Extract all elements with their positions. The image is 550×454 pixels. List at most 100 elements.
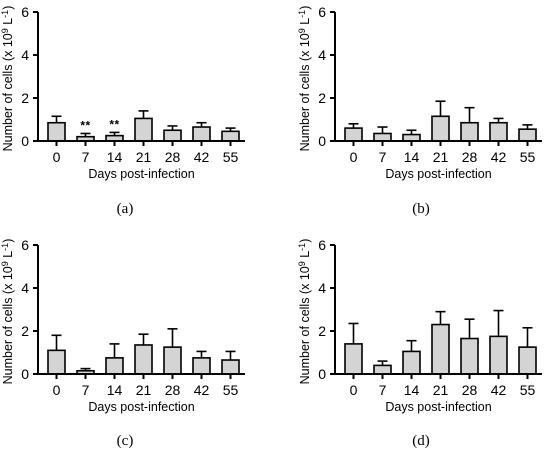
chart-panel-3: 0 7 14 21 28 42 55 0 2 4 6 Days post-infection Numbe… — [0, 237, 245, 449]
panel-label: (d) — [412, 433, 430, 449]
y-tick-label: 4 — [318, 47, 326, 63]
error-bar — [406, 339, 417, 352]
bar — [163, 129, 182, 142]
y-tick-label: 2 — [21, 90, 29, 106]
error-bar — [80, 367, 91, 371]
x-tick-label: 7 — [379, 382, 387, 398]
x-tick-label: 0 — [350, 149, 358, 165]
error-bar — [522, 326, 533, 348]
y-axis-title: Number of cells (x 109 L-1) — [0, 239, 15, 385]
y-axis-title: Number of cells (x 109 L-1) — [297, 6, 312, 152]
chart-panel-4: 0 7 14 21 28 42 55 0 2 4 6 Days post-infection Numbe… — [297, 237, 542, 449]
bar — [134, 344, 153, 375]
bar — [460, 337, 479, 375]
bar — [192, 126, 211, 142]
error-bar — [196, 121, 207, 128]
panel-label: (a) — [117, 201, 134, 217]
x-axis-title: Days post-infection — [385, 400, 491, 414]
x-tick-label: 28 — [462, 382, 478, 398]
significance-label: ** — [80, 118, 90, 132]
x-tick-label: 21 — [433, 149, 449, 165]
bar — [373, 364, 392, 375]
error-bar — [435, 100, 446, 117]
error-bar — [138, 333, 149, 345]
x-tick-label: 0 — [350, 382, 358, 398]
bar — [192, 357, 211, 375]
bar — [402, 350, 421, 375]
bar — [489, 121, 508, 142]
y-tick-label: 6 — [21, 237, 29, 253]
x-tick-label: 21 — [136, 382, 152, 398]
error-bar — [377, 126, 388, 134]
error-bar — [225, 350, 236, 361]
y-tick-label: 0 — [21, 366, 29, 382]
error-bar — [406, 129, 417, 135]
bar — [47, 121, 66, 142]
y-tick-label: 2 — [21, 323, 29, 339]
y-tick-label: 4 — [318, 280, 326, 296]
y-tick-label: 6 — [318, 237, 326, 253]
panel-label: (b) — [412, 201, 430, 217]
error-bar — [109, 131, 120, 136]
significance-label: ** — [109, 117, 119, 131]
x-tick-label: 21 — [136, 149, 152, 165]
bar — [431, 115, 450, 142]
bar — [489, 335, 508, 375]
bar — [344, 343, 363, 375]
error-bar — [225, 127, 236, 132]
bar — [221, 359, 240, 375]
error-bar — [377, 360, 388, 366]
x-tick-label: 55 — [223, 149, 239, 165]
x-axis-title: Days post-infection — [88, 167, 194, 181]
y-axis-title: Number of cells (x 109 L-1) — [0, 6, 15, 152]
x-tick-label: 0 — [53, 382, 61, 398]
x-tick-label: 14 — [404, 149, 420, 165]
chart-panel-1: 0 ** 7 ** 14 21 28 42 55 0 2 4 6 Days post-infection N… — [0, 4, 245, 217]
error-bar — [464, 106, 475, 123]
x-tick-label: 55 — [520, 382, 536, 398]
y-tick-label: 0 — [318, 366, 326, 382]
error-bar — [80, 132, 91, 137]
error-bar — [493, 117, 504, 123]
x-tick-label: 28 — [462, 149, 478, 165]
x-axis-title: Days post-infection — [385, 167, 491, 181]
y-tick-label: 0 — [318, 133, 326, 149]
x-tick-label: 7 — [379, 149, 387, 165]
y-tick-label: 0 — [21, 133, 29, 149]
x-tick-label: 14 — [107, 149, 123, 165]
error-bar — [196, 350, 207, 358]
x-tick-label: 55 — [223, 382, 239, 398]
chart-panel-2: 0 7 14 21 28 42 55 0 2 4 6 Days post-infection Numbe… — [297, 4, 542, 217]
error-bar — [522, 124, 533, 130]
x-tick-label: 55 — [520, 149, 536, 165]
panel-label: (c) — [117, 433, 134, 449]
x-tick-label: 0 — [53, 149, 61, 165]
error-bar — [348, 322, 359, 344]
bar — [47, 349, 66, 375]
bar — [221, 130, 240, 142]
bar — [518, 128, 537, 142]
error-bar — [138, 110, 149, 119]
x-tick-label: 14 — [404, 382, 420, 398]
bar — [344, 127, 363, 142]
bar — [134, 117, 153, 142]
error-bar — [109, 343, 120, 358]
bar — [431, 323, 450, 375]
y-tick-label: 2 — [318, 323, 326, 339]
error-bar — [464, 318, 475, 339]
y-axis-title: Number of cells (x 109 L-1) — [297, 239, 312, 385]
error-bar — [167, 125, 178, 131]
y-tick-label: 6 — [21, 4, 29, 20]
y-tick-label: 2 — [318, 90, 326, 106]
bar — [373, 132, 392, 142]
x-tick-label: 42 — [194, 382, 210, 398]
error-bar — [348, 123, 359, 129]
error-bar — [493, 309, 504, 337]
y-tick-label: 4 — [21, 280, 29, 296]
bar — [163, 346, 182, 375]
x-tick-label: 42 — [491, 382, 507, 398]
error-bar — [435, 310, 446, 325]
x-tick-label: 28 — [165, 382, 181, 398]
x-tick-label: 7 — [82, 149, 90, 165]
